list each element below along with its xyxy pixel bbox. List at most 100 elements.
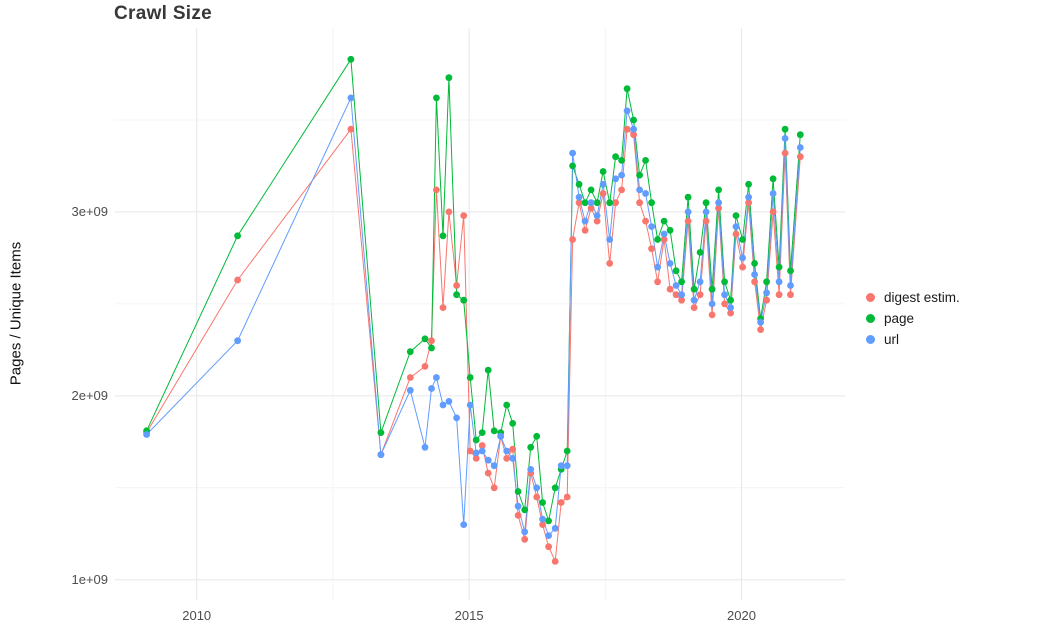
data-point-digest-estim [672,291,680,299]
data-point-url [551,524,559,532]
data-point-digest-estim [234,276,242,284]
data-point-url [557,462,565,470]
data-point-url [428,385,435,392]
data-point-digest-estim [787,291,794,299]
data-point-page [599,168,607,175]
data-point-digest-estim [721,300,728,308]
data-point-digest-estim [775,291,783,299]
data-point-digest-estim [708,311,716,319]
data-point-url [143,431,151,438]
data-point-page [406,348,414,356]
data-point-page [721,278,728,286]
data-point-digest-estim [612,199,619,207]
data-point-page [587,186,595,194]
y-tick-label: 3e+09 [71,203,108,219]
data-point-url [630,125,637,133]
data-point-digest-estim [569,236,576,243]
data-point-url [503,447,511,455]
data-point-digest-estim [751,278,758,286]
legend-item-digest-estim: digest estim. [866,287,960,308]
data-point-digest-estim [551,558,559,565]
data-point-digest-estim [781,149,789,157]
data-point-url [684,208,692,216]
data-point-digest-estim [539,521,546,528]
data-point-page [763,278,770,286]
data-point-url [569,149,576,157]
data-point-digest-estim [606,260,614,267]
data-point-url [623,107,631,115]
data-point-url [732,223,740,231]
data-point-page [478,429,486,436]
data-point-page [421,335,429,343]
data-point-page [472,436,480,444]
legend-item-label: digest estim. [884,290,960,305]
chart-title: Crawl Size [114,3,213,24]
data-point-digest-estim [521,535,529,543]
data-point-url [660,230,668,238]
data-point-page [684,193,692,201]
data-point-digest-estim [690,304,698,311]
data-point-url [377,451,385,459]
y-tick-label: 1e+09 [71,571,108,587]
data-point-page [660,217,668,225]
data-point-page [702,199,710,207]
data-point-page [551,484,559,492]
series-line-url [146,95,801,537]
data-point-page [732,212,740,220]
data-point-url [497,432,505,440]
data-point-digest-estim [514,512,522,519]
data-point-page [708,285,716,293]
data-point-digest-estim [453,282,460,289]
data-point-digest-estim [581,226,589,234]
data-point-url [606,236,614,243]
data-point-page [428,344,435,352]
data-point-digest-estim [509,445,517,453]
data-point-url [509,455,517,462]
data-point-url [763,289,770,297]
data-point-page [648,199,655,207]
data-point-page [696,249,704,256]
data-point-page [739,236,746,243]
data-point-page [514,488,522,495]
data-point-url [745,193,752,201]
data-point-url [769,190,777,197]
data-point-digest-estim [545,543,552,551]
data-point-digest-estim [715,204,722,212]
legend-point-icon [866,335,875,344]
data-point-digest-estim [563,493,571,501]
data-point-digest-estim [439,304,447,311]
data-point-digest-estim [490,484,498,492]
data-point-page [466,374,474,381]
data-point-url [527,466,535,473]
data-point-url [581,217,589,225]
data-point-url [648,223,655,231]
data-point-page [593,199,601,207]
data-point-digest-estim [727,309,734,317]
data-point-page [636,171,643,179]
legend-item-label: url [884,332,900,347]
series-line-digest-estim [146,127,801,564]
data-point-digest-estim [484,469,492,477]
legend-point-icon [866,293,875,302]
data-point-page [775,263,783,271]
data-point-url [715,199,722,207]
data-point-digest-estim [445,208,453,216]
data-point-page [503,401,511,409]
data-point-digest-estim [732,230,740,238]
data-point-page [445,74,453,82]
data-point-url [727,304,734,311]
legend-item-label: page [884,311,915,326]
data-point-url [672,282,680,289]
data-point-url [751,271,758,278]
data-point-digest-estim [557,499,565,506]
data-point-url [533,484,541,492]
data-point-url [757,318,764,326]
data-point-digest-estim [478,442,486,449]
data-point-url [453,414,460,422]
data-point-digest-estim [428,337,435,345]
data-point-page [612,153,619,161]
data-point-digest-estim [630,131,637,139]
data-point-digest-estim [684,217,692,225]
data-point-digest-estim [593,217,601,225]
